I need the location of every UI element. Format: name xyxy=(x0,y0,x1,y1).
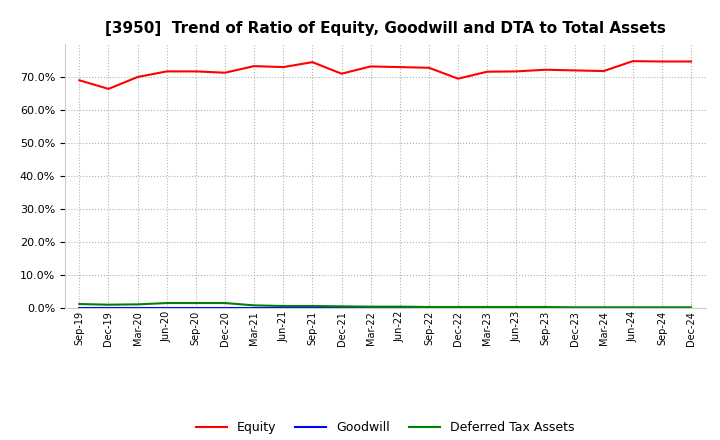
Goodwill xyxy=(279,305,287,311)
Deferred Tax Assets xyxy=(192,301,200,306)
Deferred Tax Assets xyxy=(454,304,462,310)
Deferred Tax Assets xyxy=(133,302,142,307)
Deferred Tax Assets xyxy=(163,301,171,306)
Title: [3950]  Trend of Ratio of Equity, Goodwill and DTA to Total Assets: [3950] Trend of Ratio of Equity, Goodwil… xyxy=(105,21,665,36)
Equity xyxy=(657,59,666,64)
Goodwill xyxy=(104,305,113,311)
Equity xyxy=(483,69,492,74)
Goodwill xyxy=(454,305,462,311)
Deferred Tax Assets xyxy=(395,304,404,309)
Goodwill xyxy=(657,305,666,311)
Goodwill xyxy=(250,305,258,311)
Goodwill xyxy=(75,305,84,311)
Equity xyxy=(192,69,200,74)
Goodwill xyxy=(220,305,229,311)
Goodwill xyxy=(570,305,579,311)
Equity xyxy=(541,67,550,73)
Deferred Tax Assets xyxy=(337,304,346,309)
Legend: Equity, Goodwill, Deferred Tax Assets: Equity, Goodwill, Deferred Tax Assets xyxy=(191,416,580,439)
Deferred Tax Assets xyxy=(483,304,492,310)
Goodwill xyxy=(163,305,171,311)
Deferred Tax Assets xyxy=(366,304,375,309)
Equity xyxy=(75,77,84,83)
Goodwill xyxy=(425,305,433,311)
Equity xyxy=(163,69,171,74)
Equity xyxy=(104,86,113,92)
Goodwill xyxy=(541,305,550,311)
Equity xyxy=(599,68,608,73)
Deferred Tax Assets xyxy=(250,303,258,308)
Line: Deferred Tax Assets: Deferred Tax Assets xyxy=(79,303,691,307)
Deferred Tax Assets xyxy=(541,304,550,310)
Deferred Tax Assets xyxy=(425,304,433,310)
Deferred Tax Assets xyxy=(570,304,579,310)
Goodwill xyxy=(599,305,608,311)
Equity xyxy=(425,65,433,70)
Equity xyxy=(250,63,258,69)
Goodwill xyxy=(192,305,200,311)
Equity xyxy=(395,64,404,70)
Goodwill xyxy=(133,305,142,311)
Deferred Tax Assets xyxy=(308,304,317,309)
Equity xyxy=(133,74,142,80)
Goodwill xyxy=(687,305,696,311)
Deferred Tax Assets xyxy=(657,304,666,310)
Equity xyxy=(366,64,375,69)
Goodwill xyxy=(512,305,521,311)
Equity xyxy=(454,76,462,81)
Equity xyxy=(308,59,317,65)
Equity xyxy=(220,70,229,75)
Deferred Tax Assets xyxy=(220,301,229,306)
Goodwill xyxy=(395,305,404,311)
Goodwill xyxy=(308,305,317,311)
Equity xyxy=(512,69,521,74)
Equity xyxy=(279,64,287,70)
Deferred Tax Assets xyxy=(687,304,696,310)
Equity xyxy=(570,68,579,73)
Deferred Tax Assets xyxy=(75,301,84,307)
Deferred Tax Assets xyxy=(599,304,608,310)
Equity xyxy=(629,59,637,64)
Equity xyxy=(687,59,696,64)
Line: Equity: Equity xyxy=(79,61,691,89)
Goodwill xyxy=(629,305,637,311)
Deferred Tax Assets xyxy=(279,304,287,309)
Goodwill xyxy=(483,305,492,311)
Equity xyxy=(337,71,346,76)
Deferred Tax Assets xyxy=(512,304,521,310)
Deferred Tax Assets xyxy=(104,302,113,307)
Goodwill xyxy=(337,305,346,311)
Goodwill xyxy=(366,305,375,311)
Deferred Tax Assets xyxy=(629,304,637,310)
